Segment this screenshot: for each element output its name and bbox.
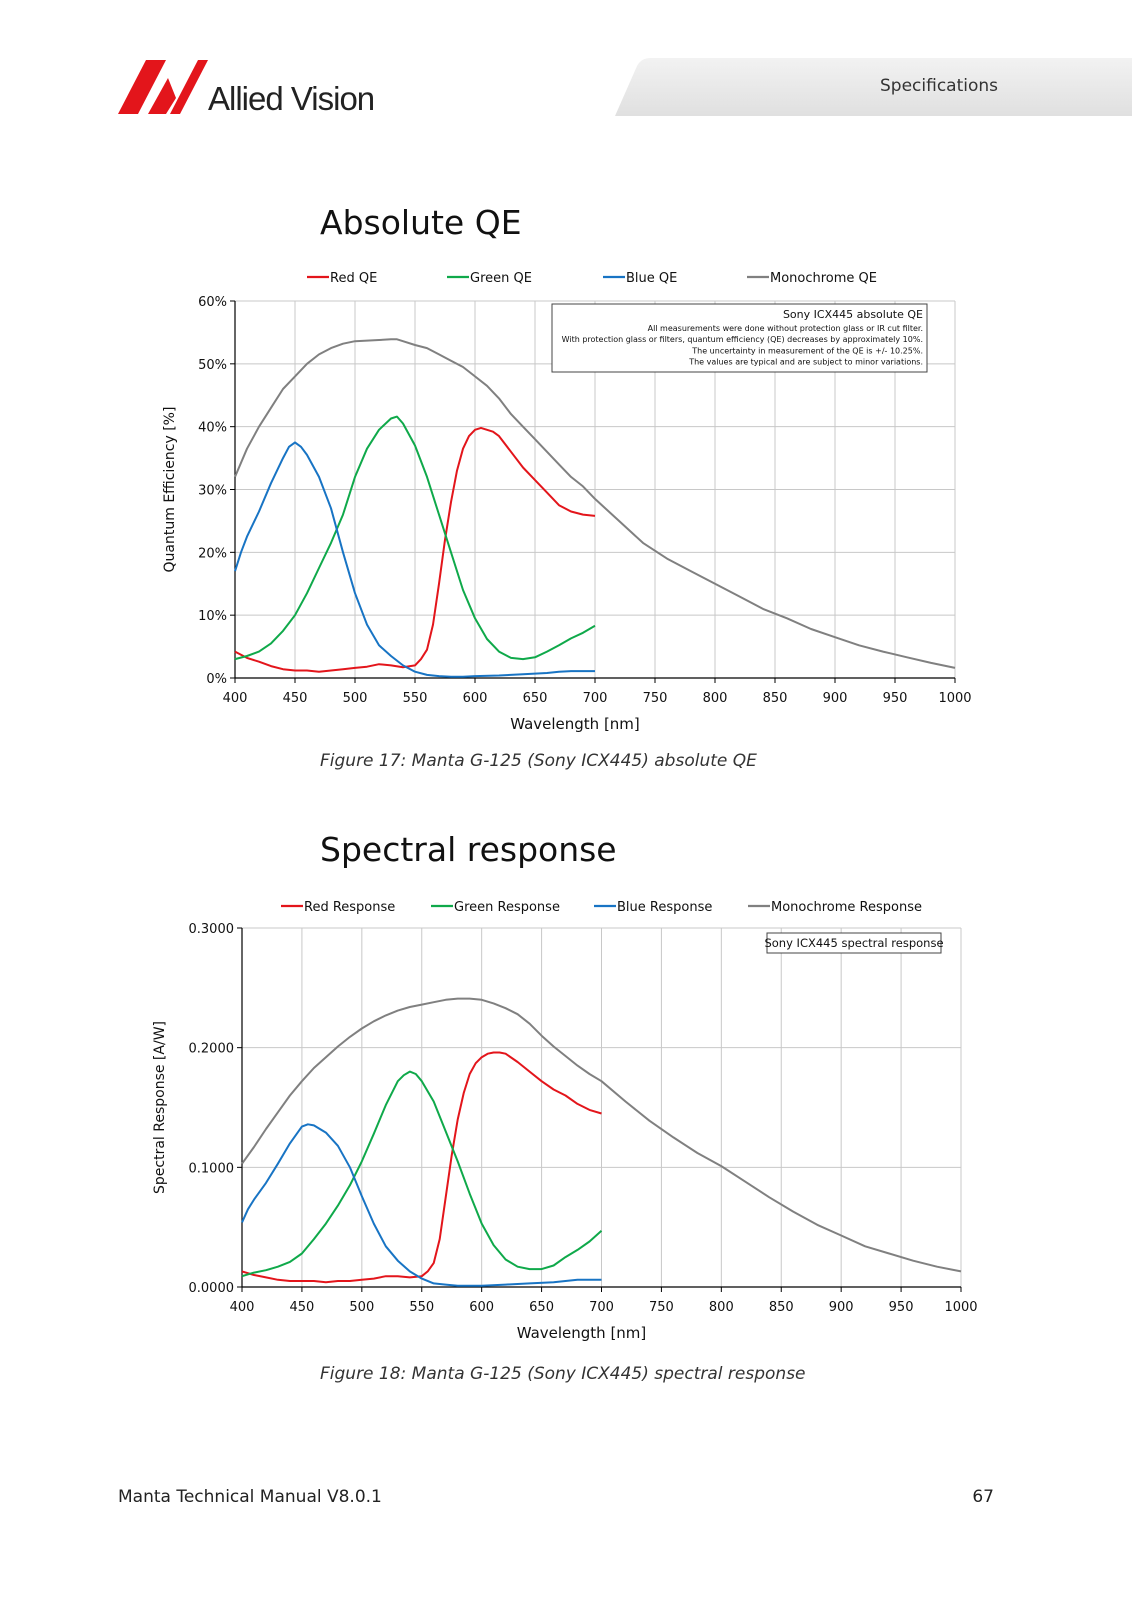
- x-axis-title: Wavelength [nm]: [517, 1324, 647, 1342]
- x-tick-label: 450: [290, 1300, 315, 1315]
- monochrome-response-legend-label: Monochrome Response: [771, 900, 922, 915]
- blue-qe-legend-label: Blue QE: [626, 271, 677, 286]
- green-response-line: [241, 1070, 603, 1278]
- logo-mark-icon: [118, 60, 208, 114]
- spectral-response-heading: Spectral response: [320, 830, 617, 869]
- x-tick-label: 1000: [944, 1300, 977, 1315]
- annotation-line: With protection glass or filters, quantu…: [562, 335, 923, 344]
- x-tick-label: 950: [883, 691, 908, 706]
- red-response-line: [241, 1051, 602, 1284]
- y-tick-label: 0.0000: [189, 1281, 235, 1296]
- monochrome-response-line: [241, 997, 962, 1273]
- x-tick-label: 500: [349, 1300, 374, 1315]
- y-tick-label: 20%: [198, 546, 227, 561]
- allied-vision-logo: Allied Vision: [118, 60, 418, 120]
- y-tick-label: 60%: [198, 295, 227, 310]
- y-tick-label: 0%: [206, 672, 227, 687]
- x-tick-label: 600: [469, 1300, 494, 1315]
- blue-qe-line: [234, 441, 595, 678]
- x-tick-label: 850: [769, 1300, 794, 1315]
- red-response-legend-label: Red Response: [304, 900, 395, 915]
- y-axis-title: Spectral Response [A/W]: [152, 1021, 168, 1194]
- monochrome-qe-legend-label: Monochrome QE: [770, 271, 877, 286]
- absolute-qe-chart: 400 450 500 550 600 650 700 750 800 850 900 950 1000…: [162, 271, 972, 733]
- annotation-line: The values are typical and are subject t…: [688, 358, 923, 367]
- x-tick-label: 400: [230, 1300, 255, 1315]
- annotation-box: [551, 303, 928, 373]
- figure-17-caption: Figure 17: Manta G-125 (Sony ICX445) abs…: [320, 751, 757, 771]
- x-tick-label: 1000: [938, 691, 971, 706]
- x-tick-label: 550: [409, 1300, 434, 1315]
- x-tick-label: 700: [583, 691, 608, 706]
- x-tick-label: 900: [829, 1300, 854, 1315]
- y-tick-label: 0.2000: [189, 1042, 235, 1057]
- x-tick-label: 900: [823, 691, 848, 706]
- blue-response-legend-label: Blue Response: [617, 900, 712, 915]
- y-axis-title: Quantum Efficiency [%]: [162, 407, 178, 573]
- y-tick-label: 0.1000: [189, 1161, 235, 1176]
- footer-manual-title: Manta Technical Manual V8.0.1: [118, 1487, 382, 1507]
- spectral-response-chart: 400 450 500 550 600 650 700 750 800 850 900 950 1000…: [152, 900, 978, 1342]
- green-qe-legend-label: Green QE: [470, 271, 532, 286]
- green-qe-line: [234, 415, 596, 661]
- red-qe-line: [234, 426, 596, 673]
- x-tick-label: 600: [463, 691, 488, 706]
- x-axis-title: Wavelength [nm]: [510, 715, 640, 733]
- section-label: Specifications: [880, 76, 999, 96]
- x-tick-label: 650: [529, 1300, 554, 1315]
- monochrome-qe-line: [234, 338, 956, 669]
- x-tick-label: 750: [643, 691, 668, 706]
- y-tick-label: 0.3000: [189, 922, 235, 937]
- absolute-qe-heading: Absolute QE: [320, 203, 522, 242]
- figure-18-caption: Figure 18: Manta G-125 (Sony ICX445) spe…: [320, 1364, 806, 1384]
- logo-text: Allied Vision: [208, 80, 375, 117]
- x-tick-label: 450: [283, 691, 308, 706]
- green-response-legend-label: Green Response: [454, 900, 560, 915]
- x-tick-label: 750: [649, 1300, 674, 1315]
- y-tick-label: 40%: [198, 421, 227, 436]
- x-tick-label: 500: [343, 691, 368, 706]
- x-tick-label: 700: [589, 1300, 614, 1315]
- footer-page-number: 67: [972, 1487, 994, 1507]
- x-tick-label: 850: [763, 691, 788, 706]
- y-tick-label: 30%: [198, 484, 227, 499]
- x-tick-label: 950: [889, 1300, 914, 1315]
- gridlines: [241, 927, 962, 1288]
- red-qe-legend-label: Red QE: [330, 271, 377, 286]
- annotation-box: [766, 932, 942, 954]
- x-tick-label: 650: [523, 691, 548, 706]
- x-tick-label: 800: [709, 1300, 734, 1315]
- x-tick-label: 400: [223, 691, 248, 706]
- annotation-title: Sony ICX445 absolute QE: [783, 308, 923, 321]
- x-tick-label: 800: [703, 691, 728, 706]
- blue-response-line: [241, 1123, 602, 1287]
- y-tick-label: 50%: [198, 358, 227, 373]
- header-tab: [615, 58, 1132, 118]
- annotation-line: The uncertainty in measurement of the QE…: [691, 346, 923, 355]
- y-tick-label: 10%: [198, 609, 227, 624]
- annotation-line: All measurements were done without prote…: [648, 324, 923, 333]
- x-tick-label: 550: [403, 691, 428, 706]
- annotation-title: Sony ICX445 spectral response: [764, 936, 943, 950]
